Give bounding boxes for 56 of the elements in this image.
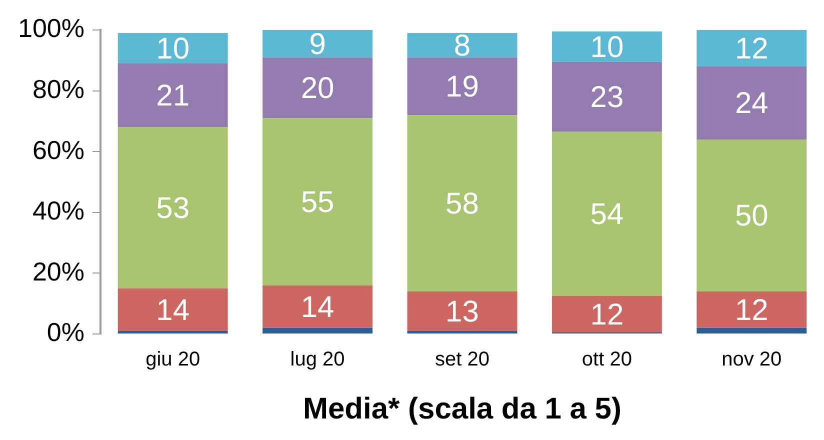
x-tick-label: giu 20	[146, 348, 200, 371]
bar	[696, 291, 807, 328]
x-axis-title: Media* (scala da 1 a 5)	[303, 392, 622, 426]
bar	[696, 139, 807, 292]
bar	[552, 296, 662, 332]
bar	[262, 328, 373, 334]
bar	[696, 328, 807, 334]
data-label: 14	[300, 290, 334, 324]
data-label: 12	[734, 294, 768, 327]
bar	[118, 127, 228, 288]
bar	[407, 330, 518, 334]
bar	[118, 63, 228, 128]
bar	[118, 330, 228, 334]
x-tick-label: lug 20	[290, 348, 345, 371]
y-tick-label: 80%	[32, 74, 84, 104]
data-label: 10	[590, 30, 624, 64]
data-label: 14	[156, 294, 190, 327]
bar	[696, 66, 807, 140]
data-label: 10	[156, 32, 190, 66]
bar	[262, 30, 373, 58]
bar	[262, 57, 373, 118]
data-label: 20	[300, 72, 334, 106]
bar	[407, 57, 518, 116]
data-label: 12	[590, 298, 624, 332]
bar	[552, 62, 662, 132]
bar	[407, 33, 518, 58]
y-tick-label: 0%	[46, 317, 84, 348]
data-label: 8	[454, 29, 471, 62]
data-label: 23	[590, 81, 624, 114]
x-tick-label: set 20	[435, 348, 490, 371]
y-tick-label: 40%	[32, 196, 84, 226]
y-tick-label: 100%	[18, 13, 84, 44]
data-label: 13	[446, 295, 479, 328]
data-label: 9	[309, 28, 326, 61]
bar	[696, 30, 807, 66]
y-tick-label: 20%	[32, 256, 84, 286]
data-label: 21	[156, 80, 190, 113]
data-label: 54	[590, 198, 624, 232]
x-tick-label: ott 20	[582, 348, 632, 371]
bar	[262, 118, 373, 286]
bar	[118, 33, 228, 64]
x-tick-label: nov 20	[722, 348, 782, 371]
bar	[552, 132, 662, 296]
bar	[407, 115, 518, 292]
data-label: 55	[300, 186, 334, 220]
bar	[552, 32, 662, 62]
data-label: 24	[734, 87, 768, 120]
data-label: 50	[734, 200, 768, 233]
data-label: 19	[446, 70, 479, 104]
data-label: 58	[446, 188, 479, 221]
data-label: 53	[156, 192, 190, 226]
bar	[407, 291, 518, 331]
data-label: 12	[734, 32, 768, 66]
bar	[262, 285, 373, 328]
bar	[118, 288, 228, 331]
y-tick-label: 60%	[32, 134, 84, 165]
